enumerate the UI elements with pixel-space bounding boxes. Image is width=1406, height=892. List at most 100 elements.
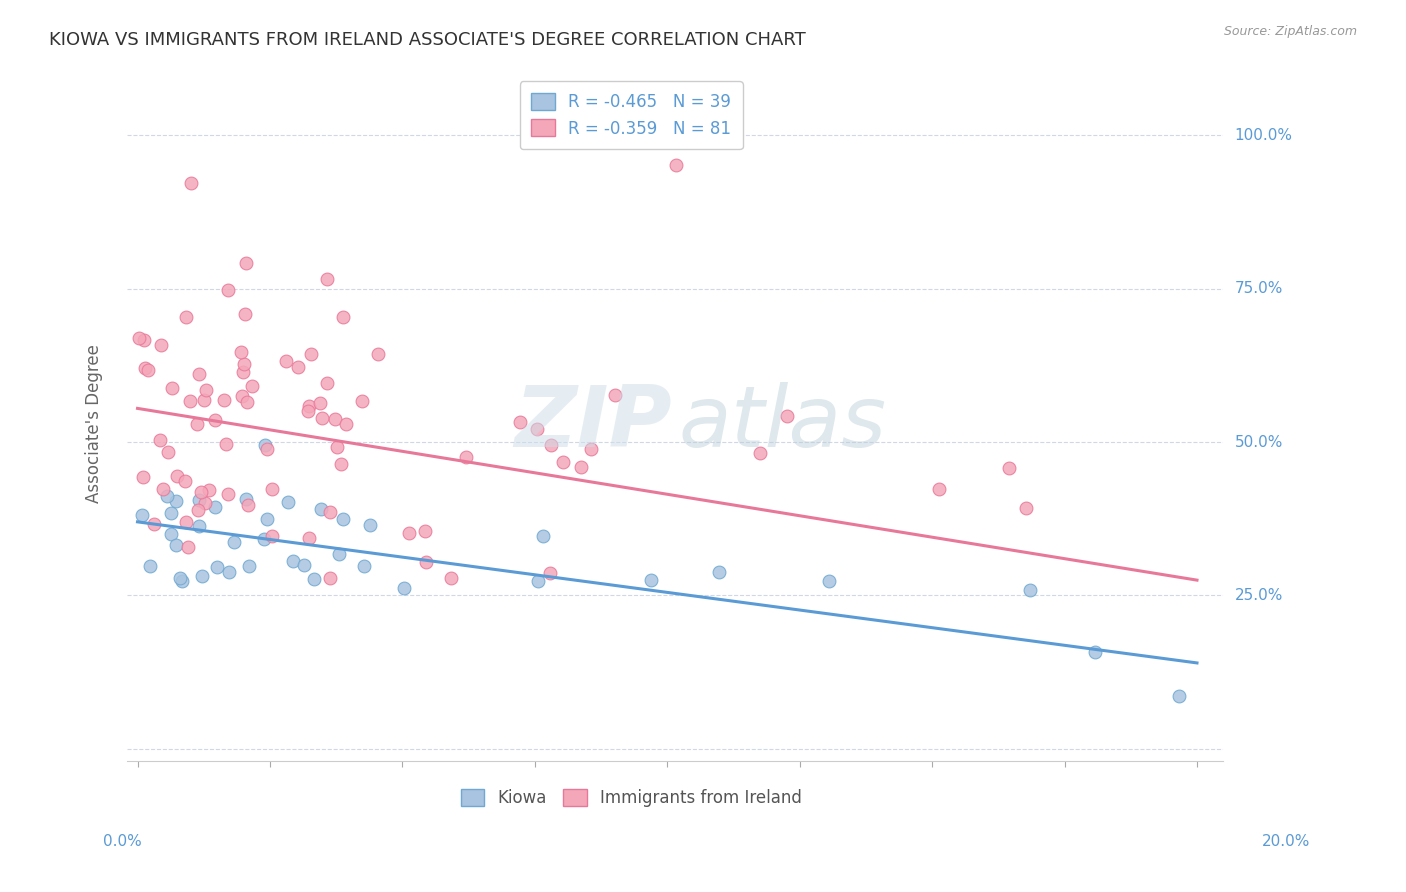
Point <box>217 486 239 500</box>
Point <box>177 540 200 554</box>
Point <box>187 367 209 381</box>
Point <box>205 560 228 574</box>
Point <box>180 177 202 191</box>
Point <box>260 482 283 496</box>
Point <box>165 538 187 552</box>
Text: atlas: atlas <box>679 382 886 466</box>
Point <box>156 489 179 503</box>
Point <box>262 529 284 543</box>
Point <box>224 534 246 549</box>
Point <box>172 574 194 589</box>
Point <box>367 347 389 361</box>
Point <box>149 433 172 447</box>
Point <box>276 354 298 368</box>
Point <box>299 347 322 361</box>
Point <box>191 569 214 583</box>
Y-axis label: Associate's Degree: Associate's Degree <box>86 344 103 503</box>
Point <box>302 573 325 587</box>
Point <box>526 422 548 436</box>
Point <box>238 559 260 574</box>
Point <box>232 365 254 379</box>
Point <box>526 574 548 589</box>
Point <box>215 437 238 451</box>
Text: 100.0%: 100.0% <box>1234 128 1292 143</box>
Point <box>253 532 276 546</box>
Point <box>186 417 208 432</box>
Point <box>509 415 531 429</box>
Point <box>292 558 315 572</box>
Point <box>152 482 174 496</box>
Point <box>190 485 212 500</box>
Point <box>1018 583 1040 598</box>
Point <box>392 581 415 595</box>
Point <box>231 389 253 403</box>
Point <box>139 559 162 574</box>
Point <box>240 379 263 393</box>
Point <box>748 446 770 460</box>
Text: 25.0%: 25.0% <box>1234 588 1282 603</box>
Point <box>353 558 375 573</box>
Point <box>309 395 332 409</box>
Point <box>188 492 211 507</box>
Point <box>316 376 339 390</box>
Point <box>231 344 253 359</box>
Point <box>233 357 256 371</box>
Point <box>415 555 437 569</box>
Point <box>138 362 160 376</box>
Point <box>194 496 217 510</box>
Point <box>538 566 561 581</box>
Point <box>174 516 197 530</box>
Text: 50.0%: 50.0% <box>1234 434 1282 450</box>
Point <box>195 383 218 397</box>
Point <box>142 517 165 532</box>
Point <box>233 307 256 321</box>
Point <box>204 500 226 514</box>
Point <box>1015 501 1038 516</box>
Point <box>204 413 226 427</box>
Point <box>218 565 240 579</box>
Point <box>456 450 478 464</box>
Point <box>413 524 436 538</box>
Point <box>173 474 195 488</box>
Point <box>281 553 304 567</box>
Point <box>134 333 156 347</box>
Point <box>326 441 349 455</box>
Point <box>149 337 172 351</box>
Text: KIOWA VS IMMIGRANTS FROM IRELAND ASSOCIATE'S DEGREE CORRELATION CHART: KIOWA VS IMMIGRANTS FROM IRELAND ASSOCIA… <box>49 31 806 49</box>
Point <box>198 483 221 497</box>
Point <box>440 570 463 584</box>
Point <box>332 310 354 324</box>
Point <box>352 393 374 408</box>
Point <box>179 394 201 409</box>
Point <box>335 417 357 431</box>
Point <box>174 310 197 324</box>
Point <box>235 492 257 507</box>
Point <box>1167 689 1189 703</box>
Text: 75.0%: 75.0% <box>1234 281 1282 296</box>
Point <box>640 573 662 587</box>
Point <box>160 381 183 395</box>
Point <box>159 527 181 541</box>
Point <box>166 469 188 483</box>
Point <box>398 525 420 540</box>
Point <box>298 400 321 414</box>
Point <box>277 494 299 508</box>
Point <box>253 438 276 452</box>
Point <box>540 437 562 451</box>
Point <box>319 571 342 585</box>
Legend: Kiowa, Immigrants from Ireland: Kiowa, Immigrants from Ireland <box>454 782 808 814</box>
Point <box>707 566 730 580</box>
Point <box>581 442 603 456</box>
Point <box>214 393 236 408</box>
Text: Source: ZipAtlas.com: Source: ZipAtlas.com <box>1223 25 1357 38</box>
Point <box>569 460 592 475</box>
Point <box>551 455 574 469</box>
Point <box>776 409 799 424</box>
Point <box>238 498 260 512</box>
Point <box>297 404 319 418</box>
Point <box>193 392 215 407</box>
Point <box>928 482 950 496</box>
Point <box>187 503 209 517</box>
Point <box>157 444 180 458</box>
Point <box>332 512 354 526</box>
